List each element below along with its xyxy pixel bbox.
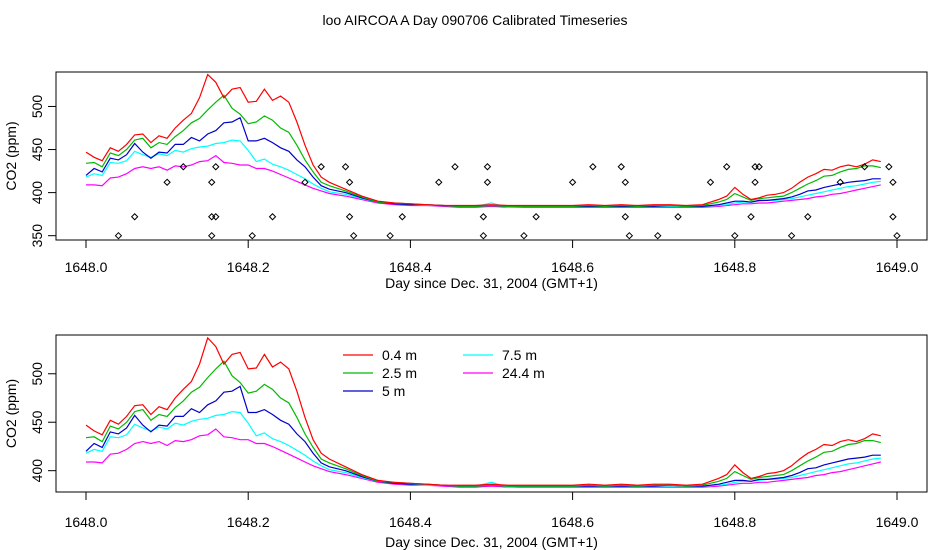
- data-point: [130, 213, 139, 221]
- data-point: [301, 178, 309, 186]
- data-point: [341, 163, 350, 171]
- data-point: [860, 163, 869, 171]
- x-tick-label: 1648.0: [65, 514, 108, 530]
- x-tick-label: 1648.8: [713, 259, 756, 275]
- plot-frame: [55, 71, 928, 241]
- data-point: [483, 178, 492, 186]
- y-tick-label: 500: [29, 95, 45, 119]
- series-line-2-5-m: [85, 94, 881, 208]
- data-point: [398, 213, 406, 221]
- data-point: [889, 178, 897, 186]
- data-point: [787, 231, 796, 240]
- data-point: [747, 213, 755, 221]
- data-point: [248, 231, 256, 240]
- data-point: [885, 163, 893, 171]
- x-tick-label: 1648.4: [389, 514, 432, 530]
- data-point: [589, 163, 597, 171]
- x-tick-label: 1649.0: [876, 259, 919, 275]
- x-axis-label: Day since Dec. 31, 2004 (GMT+1): [385, 275, 598, 291]
- data-point: [722, 163, 731, 171]
- data-point: [836, 178, 844, 186]
- data-point: [751, 163, 759, 171]
- data-point: [386, 231, 394, 240]
- series-line-24-4-m: [86, 154, 881, 208]
- y-axis-label: CO2 (ppm): [3, 121, 19, 190]
- legend-label: 7.5 m: [502, 347, 537, 363]
- data-point: [268, 213, 277, 221]
- series-line-24-4-m: [86, 428, 881, 488]
- data-point: [568, 178, 577, 186]
- x-tick-label: 1648.0: [65, 259, 108, 275]
- data-point: [435, 178, 443, 186]
- data-point: [451, 163, 459, 171]
- x-tick-label: 1649.0: [876, 514, 919, 530]
- y-tick-label: 450: [29, 410, 45, 434]
- data-point: [755, 163, 763, 171]
- plot-area: [85, 336, 881, 488]
- y-axis-label: CO2 (ppm): [3, 379, 19, 448]
- data-point: [893, 231, 901, 240]
- x-tick-label: 1648.8: [713, 514, 756, 530]
- y-tick-label: 350: [29, 224, 45, 248]
- data-point: [345, 178, 354, 186]
- data-point: [617, 163, 625, 171]
- data-point: [621, 213, 630, 221]
- x-tick-label: 1648.6: [551, 259, 594, 275]
- data-point: [317, 163, 325, 171]
- data-point: [520, 231, 528, 240]
- chart-title: loo AIRCOA A Day 090706 Calibrated Times…: [322, 12, 627, 28]
- data-point: [479, 213, 488, 221]
- series-line-0-4-m: [85, 336, 881, 486]
- legend-label: 24.4 m: [502, 365, 545, 381]
- panel-bottom: 1648.0 1648.2 1648.4 1648.6 1648.8 1649.0 400 4…: [3, 334, 928, 550]
- data-point: [532, 213, 540, 221]
- y-tick-label: 400: [29, 181, 45, 205]
- panel-top: 1648.0 1648.2 1648.4 1648.6 1648.8 1649.0 350 4…: [3, 71, 928, 291]
- data-point: [345, 213, 354, 221]
- x-tick-label: 1648.6: [551, 514, 594, 530]
- series-line-5-m: [85, 116, 881, 207]
- data-point: [349, 231, 358, 240]
- x-axis-label: Day since Dec. 31, 2004 (GMT+1): [385, 534, 598, 550]
- data-point: [212, 163, 220, 171]
- legend-label: 0.4 m: [382, 347, 417, 363]
- data-point: [208, 231, 216, 240]
- legend-label: 5 m: [382, 383, 405, 399]
- x-tick-label: 1648.2: [227, 514, 270, 530]
- data-point: [483, 163, 492, 171]
- series-line-0-4-m: [85, 73, 881, 207]
- data-point: [163, 178, 171, 186]
- data-point: [621, 178, 630, 186]
- data-point: [706, 178, 715, 186]
- data-point: [654, 231, 662, 240]
- y-tick-label: 450: [29, 138, 45, 162]
- data-point: [751, 178, 759, 186]
- legend-label: 2.5 m: [382, 365, 417, 381]
- y-tick-label: 500: [29, 362, 45, 386]
- data-point: [674, 213, 682, 221]
- plot-frame: [55, 334, 928, 493]
- plot-area: [85, 73, 881, 208]
- data-point: [208, 213, 216, 221]
- data-point: [114, 231, 123, 240]
- series-line-2-5-m: [85, 360, 881, 487]
- data-point: [804, 213, 812, 221]
- data-point: [731, 231, 739, 240]
- series-line-5-m: [85, 385, 881, 487]
- y-tick-label: 400: [29, 459, 45, 483]
- data-point: [479, 231, 488, 240]
- x-tick-label: 1648.4: [389, 259, 432, 275]
- data-point: [179, 163, 188, 171]
- data-point: [208, 178, 216, 186]
- data-point: [625, 231, 634, 240]
- data-point: [212, 213, 220, 221]
- data-point: [889, 213, 897, 221]
- x-tick-label: 1648.2: [227, 259, 270, 275]
